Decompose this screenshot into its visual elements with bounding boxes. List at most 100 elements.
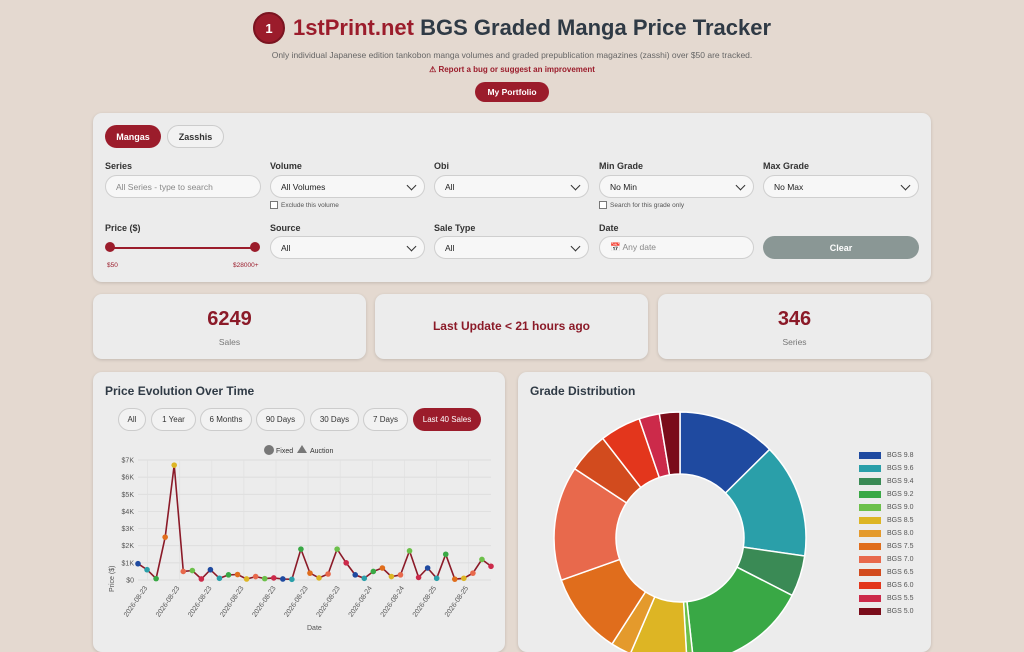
legend-swatch bbox=[859, 543, 881, 550]
grade-legend-item[interactable]: BGS 7.0 bbox=[859, 553, 913, 566]
my-portfolio-button[interactable]: My Portfolio bbox=[475, 82, 549, 102]
report-bug-link[interactable]: ⚠ Report a bug or suggest an improvement bbox=[429, 65, 595, 74]
price-data-point bbox=[397, 572, 404, 578]
x-tick-label: 2026-08-23 bbox=[251, 585, 277, 618]
obi-select[interactable]: All bbox=[434, 175, 589, 198]
filters-panel: Mangas Zasshis Series All Series - type … bbox=[93, 113, 931, 282]
y-tick-label: $7K bbox=[122, 458, 135, 465]
price-data-point bbox=[180, 568, 187, 575]
price-data-point bbox=[343, 560, 349, 566]
range-7-days-button[interactable]: 7 Days bbox=[363, 408, 408, 431]
price-label: Price ($) bbox=[105, 223, 141, 233]
grade-only-checkbox[interactable]: Search for this grade only bbox=[599, 201, 684, 209]
grade-legend-item[interactable]: BGS 5.5 bbox=[859, 592, 913, 605]
clear-button[interactable]: Clear bbox=[763, 236, 919, 259]
price-data-point bbox=[424, 565, 431, 571]
legend-label: BGS 6.0 bbox=[887, 582, 914, 589]
min-grade-select[interactable]: No Min bbox=[599, 175, 754, 198]
price-data-point bbox=[171, 462, 178, 468]
price-data-point bbox=[153, 575, 159, 582]
price-data-point bbox=[225, 572, 232, 578]
volume-select[interactable]: All Volumes bbox=[270, 175, 425, 198]
series-label: Series bbox=[105, 161, 133, 171]
donut-slice bbox=[630, 595, 688, 652]
price-data-point bbox=[461, 575, 467, 582]
x-tick-label: 2026-08-25 bbox=[444, 585, 470, 618]
price-evolution-card: Price Evolution Over Time All 1 Year 6 M… bbox=[93, 372, 505, 652]
grade-legend-item[interactable]: BGS 7.5 bbox=[859, 540, 913, 553]
range-90-days-button[interactable]: 90 Days bbox=[256, 408, 305, 431]
min-grade-label: Min Grade bbox=[599, 161, 644, 171]
range-1-year-button[interactable]: 1 Year bbox=[151, 408, 196, 431]
grade-legend-item[interactable]: BGS 8.0 bbox=[859, 527, 913, 540]
volume-label: Volume bbox=[270, 161, 302, 171]
brand-name[interactable]: 1stPrint.net bbox=[292, 15, 414, 40]
legend-swatch bbox=[859, 582, 881, 589]
y-tick-label: $1K bbox=[122, 560, 135, 567]
price-min-label: $50 bbox=[107, 262, 118, 269]
price-data-point bbox=[162, 534, 168, 540]
chevron-down-icon bbox=[406, 241, 417, 252]
price-slider-track[interactable] bbox=[109, 247, 255, 249]
tab-zasshis[interactable]: Zasshis bbox=[167, 125, 224, 148]
legend-label: BGS 9.2 bbox=[887, 491, 914, 498]
grade-legend-item[interactable]: BGS 6.0 bbox=[859, 579, 913, 592]
price-data-point bbox=[451, 576, 458, 582]
chevron-down-icon bbox=[406, 180, 417, 191]
source-select[interactable]: All bbox=[270, 236, 425, 259]
y-tick-label: $4K bbox=[122, 509, 135, 516]
exclude-volume-label: Exclude this volume bbox=[281, 201, 339, 209]
grade-legend-item[interactable]: BGS 9.4 bbox=[859, 475, 913, 488]
grade-legend-item[interactable]: BGS 9.0 bbox=[859, 501, 913, 514]
grade-legend-item[interactable]: BGS 8.5 bbox=[859, 514, 913, 527]
grade-legend-item[interactable]: BGS 6.5 bbox=[859, 566, 913, 579]
donut-slice bbox=[686, 566, 794, 652]
stat-sales: 6249 Sales bbox=[93, 294, 366, 359]
y-tick-label: $3K bbox=[122, 526, 135, 533]
exclude-volume-checkbox[interactable]: Exclude this volume bbox=[270, 201, 339, 209]
grade-legend-item[interactable]: BGS 5.0 bbox=[859, 605, 913, 618]
grade-only-label: Search for this grade only bbox=[610, 201, 685, 209]
series-label: Series bbox=[782, 337, 807, 347]
range-last-40-sales-button[interactable]: Last 40 Sales bbox=[413, 408, 481, 431]
grade-chart-title: Grade Distribution bbox=[530, 384, 636, 398]
max-grade-value: No Max bbox=[774, 181, 804, 192]
date-label: Date bbox=[599, 223, 619, 233]
y-tick-label: $0 bbox=[126, 578, 134, 585]
legend-fixed-marker bbox=[264, 445, 274, 455]
logo-text: 1 bbox=[265, 20, 273, 36]
price-min-handle[interactable] bbox=[105, 242, 115, 252]
chevron-down-icon bbox=[900, 180, 911, 191]
max-grade-select[interactable]: No Max bbox=[763, 175, 919, 198]
range-all-button[interactable]: All bbox=[118, 408, 146, 431]
grade-donut-chart bbox=[553, 411, 807, 652]
price-data-point bbox=[234, 571, 241, 578]
price-data-point bbox=[207, 566, 214, 573]
checkbox-box[interactable] bbox=[599, 201, 607, 209]
price-max-handle[interactable] bbox=[250, 242, 260, 252]
grade-legend-item[interactable]: BGS 9.6 bbox=[859, 462, 913, 475]
sale-type-select[interactable]: All bbox=[434, 236, 589, 259]
range-6-months-button[interactable]: 6 Months bbox=[200, 408, 252, 431]
grade-legend-item[interactable]: BGS 9.8 bbox=[859, 449, 913, 462]
x-tick-label: 2026-08-23 bbox=[187, 585, 213, 618]
price-data-point bbox=[316, 575, 322, 581]
legend-swatch bbox=[859, 491, 881, 498]
range-30-days-button[interactable]: 30 Days bbox=[310, 408, 359, 431]
price-data-point bbox=[189, 567, 196, 574]
series-input[interactable]: All Series - type to search bbox=[105, 175, 261, 198]
min-grade-value: No Min bbox=[610, 181, 637, 192]
price-data-point bbox=[289, 576, 295, 583]
grade-legend-item[interactable]: BGS 9.2 bbox=[859, 488, 913, 501]
tab-mangas[interactable]: Mangas bbox=[105, 125, 161, 148]
price-data-point bbox=[361, 575, 368, 582]
price-data-point bbox=[270, 575, 277, 581]
legend-label: BGS 9.8 bbox=[887, 452, 914, 459]
date-input[interactable]: 📅 Any date bbox=[599, 236, 754, 259]
legend-auction-marker bbox=[297, 445, 307, 453]
price-chart-title: Price Evolution Over Time bbox=[105, 384, 255, 398]
checkbox-box[interactable] bbox=[270, 201, 278, 209]
x-tick-label: 2026-08-24 bbox=[380, 585, 406, 618]
price-data-point bbox=[198, 576, 205, 582]
x-tick-label: 2026-08-23 bbox=[155, 585, 181, 618]
